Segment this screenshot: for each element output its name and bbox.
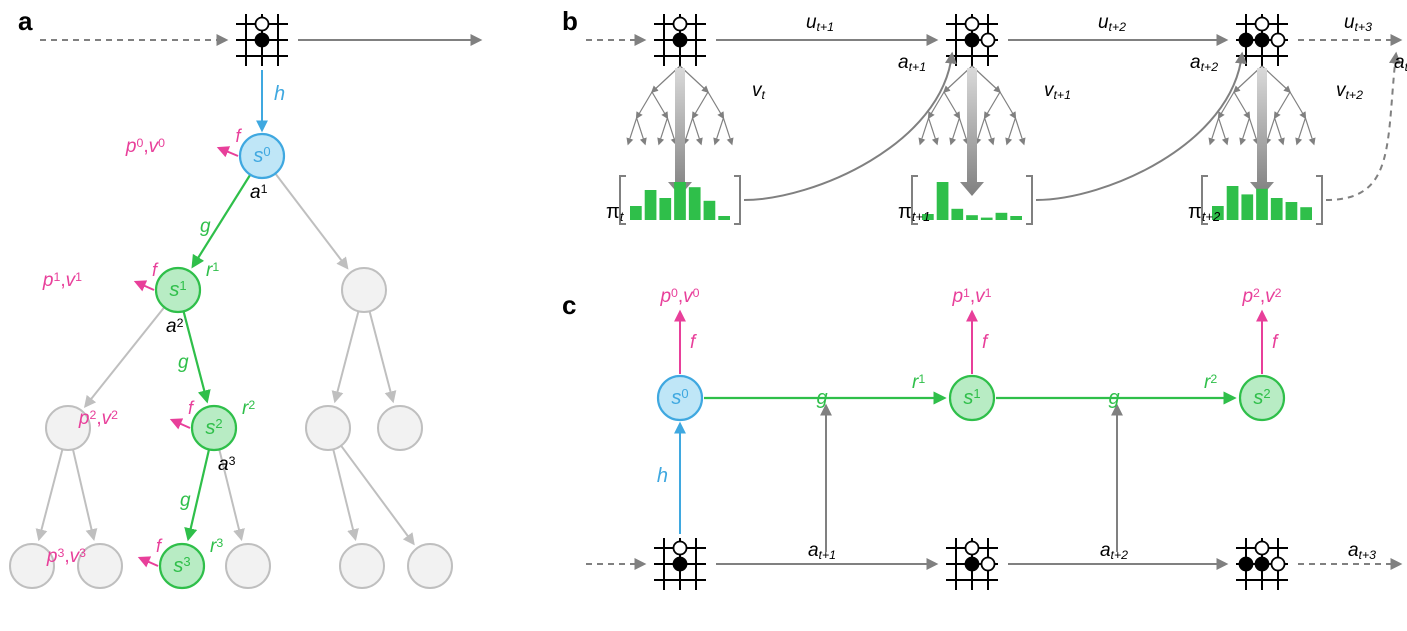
- panel-a: ahs0s1s2s3fp0,v0fp1,v1fp2,v2fp3,v3a1a2a3…: [10, 6, 480, 588]
- svg-text:at+3: at+3: [1348, 540, 1376, 562]
- svg-text:f: f: [188, 398, 195, 418]
- svg-text:at+2: at+2: [1190, 52, 1218, 74]
- svg-text:r2: r2: [242, 398, 255, 419]
- svg-text:vt+2: vt+2: [1336, 80, 1363, 102]
- svg-text:p2,v2: p2,v2: [1241, 286, 1281, 307]
- svg-text:f: f: [690, 332, 697, 353]
- svg-text:r2: r2: [1204, 372, 1217, 393]
- svg-text:f: f: [156, 536, 163, 556]
- svg-text:h: h: [274, 83, 285, 105]
- svg-text:at+3: at+3: [1394, 52, 1407, 74]
- svg-text:f: f: [152, 260, 159, 280]
- svg-text:f: f: [1272, 332, 1279, 353]
- svg-text:g: g: [1108, 387, 1119, 409]
- panel-label-a: a: [18, 6, 33, 36]
- svg-text:r1: r1: [206, 260, 219, 281]
- svg-text:πt: πt: [606, 201, 625, 224]
- svg-text:at+1: at+1: [808, 540, 836, 562]
- svg-text:g: g: [816, 387, 827, 409]
- svg-text:a1: a1: [250, 182, 268, 203]
- svg-text:πt+1: πt+1: [898, 201, 930, 224]
- svg-text:ut+3: ut+3: [1344, 12, 1372, 34]
- svg-text:ut+2: ut+2: [1098, 12, 1126, 34]
- svg-text:p0,v0: p0,v0: [125, 136, 165, 157]
- svg-text:g: g: [180, 490, 191, 511]
- svg-text:vt+1: vt+1: [1044, 80, 1071, 102]
- svg-text:r3: r3: [210, 536, 223, 557]
- panel-label-c: c: [562, 290, 576, 320]
- svg-text:g: g: [200, 216, 211, 237]
- svg-text:p0,v0: p0,v0: [659, 286, 699, 307]
- svg-text:r1: r1: [912, 372, 925, 393]
- svg-text:a3: a3: [218, 454, 236, 475]
- svg-text:at+2: at+2: [1100, 540, 1128, 562]
- svg-text:p1,v1: p1,v1: [42, 270, 82, 291]
- svg-text:a2: a2: [166, 316, 184, 337]
- svg-text:p2,v2: p2,v2: [78, 408, 118, 429]
- svg-text:πt+2: πt+2: [1188, 201, 1221, 224]
- panel-c: cat+1at+2at+3hggr1r2s0s1s2fp0,v0fp1,v1fp…: [562, 286, 1400, 590]
- svg-text:g: g: [178, 352, 189, 373]
- svg-text:p1,v1: p1,v1: [951, 286, 991, 307]
- svg-text:vt: vt: [752, 80, 766, 102]
- svg-text:at+1: at+1: [898, 52, 926, 74]
- svg-text:h: h: [657, 465, 668, 487]
- svg-text:f: f: [236, 126, 243, 146]
- svg-text:ut+1: ut+1: [806, 12, 834, 34]
- figure-svg: ahs0s1s2s3fp0,v0fp1,v1fp2,v2fp3,v3a1a2a3…: [0, 0, 1407, 631]
- panel-label-b: b: [562, 6, 578, 36]
- svg-text:f: f: [982, 332, 989, 353]
- panel-b: b ut+1 ut+2 ut+3 vt πt at+1 vt+1 πt+1 at+2 vt+2 πt+…: [562, 6, 1407, 224]
